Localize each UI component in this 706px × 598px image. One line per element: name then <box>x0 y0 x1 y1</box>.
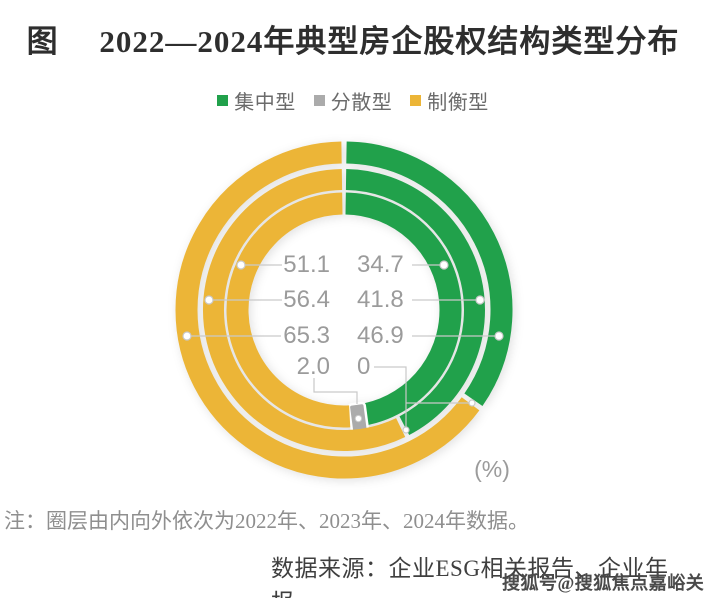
leader-dot <box>468 399 476 407</box>
leader-dot <box>236 260 246 270</box>
value-balanced-2023: 56.4 <box>283 286 330 313</box>
legend-label-concentrated: 集中型 <box>234 92 296 114</box>
legend-label-dispersed: 分散型 <box>330 92 393 114</box>
ring-2024-segment-concentrated <box>346 141 513 407</box>
legend-swatch-dispersed <box>313 95 325 106</box>
legend-swatch-concentrated <box>217 95 229 106</box>
leader-elbow <box>313 378 358 404</box>
leader-dot <box>494 331 504 341</box>
ring-2024-segment-balanced <box>175 141 480 479</box>
note-text: 注：圈层由内向外依次为2022年、2023年、2024年数据。 <box>4 509 529 533</box>
chart-legend: 集中型 分散型 制衡型 <box>0 86 706 115</box>
watermark-text: 搜狐号@搜狐焦点嘉峪关站 <box>502 573 705 593</box>
legend-item-balanced: 制衡型 <box>410 86 489 115</box>
leader-dot <box>204 295 214 305</box>
leader-lines <box>182 260 504 434</box>
leader-elbow <box>374 366 407 428</box>
value-balanced-2024: 65.3 <box>283 322 330 349</box>
chart-title: 图 2022—2024年典型房企股权结构类型分布 <box>26 24 680 59</box>
legend-item-concentrated: 集中型 <box>217 86 296 115</box>
value-dispersed-2023-2024: 0 <box>357 353 371 380</box>
leader-dot <box>182 331 192 341</box>
value-balanced-2022: 51.1 <box>283 251 330 278</box>
legend-label-balanced: 制衡型 <box>427 92 489 114</box>
unit-label: (%) <box>474 456 510 482</box>
marker-dispersed-2022 <box>354 414 363 423</box>
value-concentrated-2022: 34.7 <box>357 251 404 278</box>
ring-2023-segment-concentrated <box>345 169 485 436</box>
value-concentrated-2023: 41.8 <box>357 286 404 313</box>
legend-swatch-balanced <box>410 95 422 106</box>
legend-item-dispersed: 分散型 <box>313 86 393 115</box>
value-dispersed-2022: 2.0 <box>296 353 330 380</box>
ring-2023-segment-balanced <box>203 169 406 451</box>
ring-2022-segment-balanced <box>226 192 351 428</box>
value-concentrated-2024: 46.9 <box>357 322 404 349</box>
leader-dot <box>402 426 410 434</box>
leader-dot <box>475 295 485 305</box>
source-text: 数据来源：企业ESG相关报告、企业年报。 <box>271 556 669 598</box>
leader-dot <box>439 260 449 270</box>
